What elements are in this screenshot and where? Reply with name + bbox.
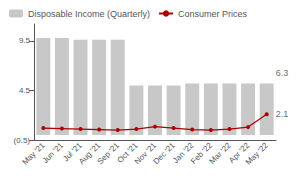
svg-text:2.1: 2.1 (276, 109, 289, 119)
svg-text:4.5: 4.5 (19, 86, 31, 95)
svg-text:6.3: 6.3 (276, 68, 289, 78)
svg-text:May '22: May '22 (244, 140, 270, 166)
svg-text:Aug '21: Aug '21 (77, 140, 103, 167)
svg-text:Apr '22: Apr '22 (227, 140, 252, 165)
svg-text:Sep '21: Sep '21 (96, 140, 122, 166)
svg-text:Jul '21: Jul '21 (61, 140, 84, 164)
svg-text:Dec '21: Dec '21 (151, 140, 177, 167)
svg-text:Jun '21: Jun '21 (41, 140, 66, 165)
svg-text:Oct '21: Oct '21 (115, 140, 140, 165)
svg-text:May '21: May '21 (21, 140, 47, 166)
svg-text:Feb '22: Feb '22 (189, 140, 214, 166)
svg-text:Disposable Income (Quarterly): Disposable Income (Quarterly) (28, 9, 150, 19)
svg-text:(0.5): (0.5) (14, 136, 31, 145)
svg-text:9.5: 9.5 (19, 36, 31, 45)
svg-text:Nov '21: Nov '21 (132, 140, 159, 167)
svg-text:Mar '22: Mar '22 (208, 140, 233, 165)
svg-text:Jan '22: Jan '22 (171, 140, 196, 166)
svg-text:Consumer Prices: Consumer Prices (178, 9, 248, 19)
